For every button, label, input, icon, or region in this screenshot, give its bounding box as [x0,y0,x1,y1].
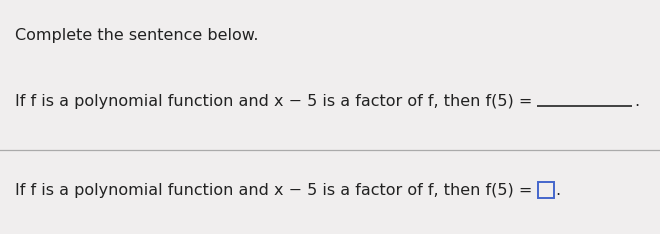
Text: If f is a polynomial function and x − 5 is a factor of f, then f(5) =: If f is a polynomial function and x − 5 … [15,94,537,109]
Text: If f is a polynomial function and x − 5 is a factor of f, then f(5) =: If f is a polynomial function and x − 5 … [15,183,537,197]
FancyBboxPatch shape [538,182,554,198]
Text: Complete the sentence below.: Complete the sentence below. [15,28,258,43]
Text: .: . [634,94,639,109]
Text: .: . [555,183,560,197]
